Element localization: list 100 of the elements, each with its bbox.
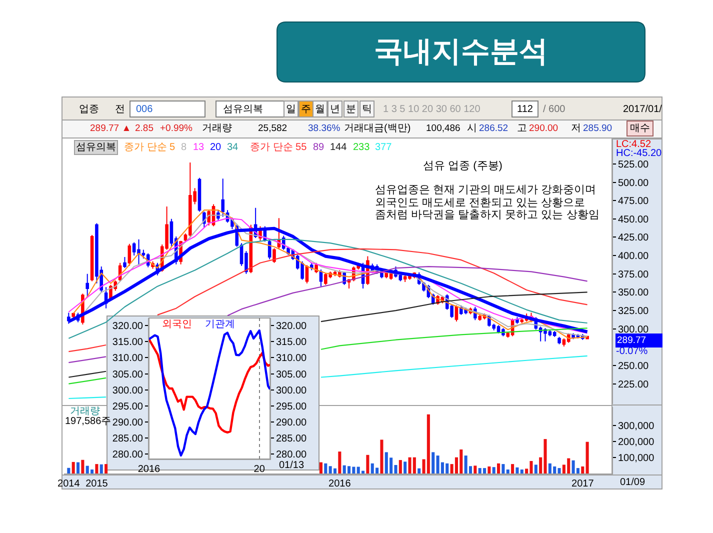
bar [366,454,370,474]
candlestick [221,178,224,218]
candlestick [123,256,126,269]
candlestick [552,330,556,338]
y2-tick-label: 290.00 [276,417,308,428]
series-label: 기관계 [205,319,235,330]
text: 8 [181,142,187,153]
bar [72,462,75,474]
y-tick-label: 290.00 [112,417,144,428]
x-tick-label: 2016 [328,478,352,490]
bar [398,460,402,474]
text: 월 [315,104,325,115]
text: 01/09 [620,477,646,488]
y-tick-label: 250.00 [618,361,650,372]
x-tick-label: 2015 [86,478,108,490]
text: 저 [571,123,581,134]
bar [511,464,514,474]
text: 20 [210,142,222,153]
text: 1 3 5 10 20 30 60 120 [383,104,481,115]
annotation: 거래량 [70,406,100,417]
y2-tick-label: 315.00 [276,337,308,348]
bar [474,466,477,474]
text: 100,486 [426,123,460,134]
text: 2.85 [135,123,154,134]
text: 거래량 [202,123,232,134]
y-tick-label: 375.00 [618,269,650,280]
text: 89 [313,142,325,153]
y-tick-label: 200,000 [618,436,655,448]
y-tick-label: 100,000 [618,452,655,464]
text: 290.00 [529,123,558,134]
y-tick-label: 285.00 [112,433,144,444]
candlestick [198,177,202,212]
legend-title: 섬유의복 [76,142,116,153]
y-tick-label: 400.00 [618,251,650,262]
text: 년 [330,104,340,115]
bar [324,463,328,474]
text: 25,582 [258,123,288,134]
y-tick-label: 500.00 [618,178,650,189]
y2-tick-label: 300.00 [276,385,308,396]
annotation: 197,586주 [65,416,112,427]
candlestick [319,268,323,287]
text: +0.99% [160,123,194,134]
y2-tick-label: 310.00 [276,353,308,364]
bar [418,468,421,474]
bar [516,467,519,474]
text: 285.90 [583,123,612,134]
candlestick [128,243,132,266]
y-tick-label: 450.00 [618,214,650,226]
y-tick-label: 310.00 [112,353,144,364]
line-series [149,338,270,434]
candlestick [516,316,519,324]
text: 거래대금(백만) [344,123,411,134]
bar [76,462,80,474]
text: 112 [517,104,534,115]
text: 주 [301,104,311,115]
x-tick-label: 2016 [138,464,161,475]
candlestick [272,248,276,264]
y-tick-label: 280.00 [112,449,144,460]
bar [492,467,496,474]
bar [497,463,500,474]
y-tick-label: 350.00 [618,288,650,299]
bar [520,469,524,474]
bar [426,414,430,474]
text: 38.36% [308,123,341,134]
text: 섬유의복 [223,104,263,115]
line-series [149,329,270,457]
text: 매수 [630,123,650,134]
annotation: 좀처럼 바닥권을 탈출하지 못하고 있는 상황임 [375,209,600,221]
text: 289.77 [617,335,646,346]
annotation: 섬유업종은 현재 기관의 매도세가 강화중이며 [375,184,596,196]
y-tick-label: 305.00 [112,369,144,380]
bar [581,466,584,474]
bar [81,460,84,474]
bar [506,469,510,474]
bar [95,464,98,474]
bar [380,440,384,474]
text: 종가 단순 55 [250,142,308,153]
y-tick-label: 225.00 [618,379,650,390]
bar [534,464,538,474]
text: 377 [375,142,392,153]
series-label: 외국인 [162,319,192,330]
y-tick-label: 475.00 [618,196,650,208]
bar [319,462,322,474]
text: 13 [193,142,205,153]
bar [432,452,435,474]
text: 업종 [79,104,99,115]
bar [347,466,351,474]
text: 시 [467,123,477,134]
y-tick-label: 315.00 [112,337,144,348]
bar [100,464,103,474]
candlestick [558,336,561,345]
y-tick-label: 325.00 [618,306,650,318]
bar [482,468,486,474]
text: 틱 [362,104,372,115]
bar [67,468,70,474]
bar [586,442,589,474]
text: -0.07% [616,346,648,357]
y2-tick-label: 285.00 [276,433,308,444]
x-tick-label: 2014 [58,478,80,490]
y-tick-label: 320.00 [112,321,144,332]
